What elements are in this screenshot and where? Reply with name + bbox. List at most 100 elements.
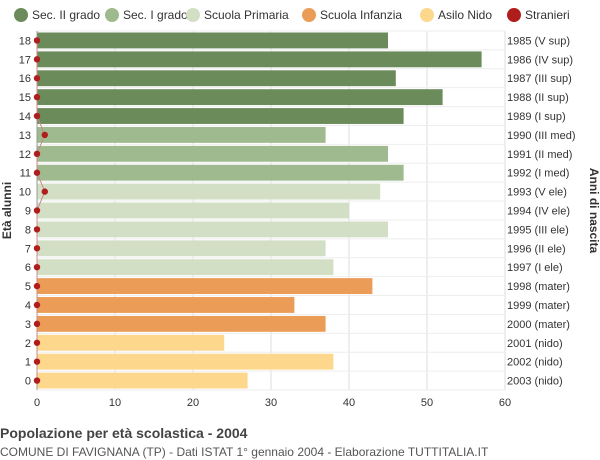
y-tick-label-birth: 2001 (nido) bbox=[507, 338, 563, 350]
y-tick-label-birth: 2000 (mater) bbox=[507, 319, 570, 331]
y-tick-label-birth: 1994 (IV ele) bbox=[507, 206, 570, 218]
y-axis-title-right: Anni di nascita bbox=[587, 168, 600, 254]
y-tick-label-age: 2 bbox=[25, 338, 31, 350]
y-tick-label-age: 1 bbox=[25, 357, 31, 369]
stranieri-point bbox=[33, 150, 41, 158]
y-tick-label-age: 18 bbox=[19, 35, 31, 47]
y-tick-label-birth: 1993 (V ele) bbox=[507, 187, 567, 199]
y-tick-label-birth: 1986 (IV sup) bbox=[507, 54, 573, 66]
legend-label: Sec. I grado bbox=[123, 8, 188, 22]
stranieri-point bbox=[33, 226, 41, 233]
y-tick-label-age: 14 bbox=[19, 111, 31, 123]
bar bbox=[37, 126, 326, 143]
stranieri-point bbox=[33, 75, 41, 82]
stranieri-point bbox=[41, 188, 48, 195]
y-tick-label-birth: 1996 (II ele) bbox=[507, 243, 566, 255]
bar bbox=[37, 240, 326, 257]
legend-marker bbox=[507, 8, 521, 22]
y-tick-label-age: 16 bbox=[19, 73, 31, 85]
y-tick-label-age: 8 bbox=[25, 224, 31, 236]
stranieri-point bbox=[33, 56, 41, 63]
bar bbox=[37, 297, 295, 313]
stranieri-point bbox=[33, 301, 41, 309]
legend-label: Stranieri bbox=[525, 8, 570, 22]
legend-label: Scuola Primaria bbox=[204, 8, 289, 22]
stranieri-point bbox=[33, 320, 41, 328]
y-tick-label-birth: 1999 (mater) bbox=[507, 300, 570, 312]
y-tick-label-age: 0 bbox=[25, 376, 31, 388]
x-tick-label: 10 bbox=[109, 397, 121, 409]
y-tick-label-birth: 2002 (nido) bbox=[507, 357, 563, 369]
bar bbox=[37, 353, 334, 370]
x-tick-label: 20 bbox=[187, 397, 199, 409]
bar bbox=[37, 89, 443, 106]
y-tick-label-birth: 1997 (I ele) bbox=[507, 262, 563, 274]
stranieri-point bbox=[41, 131, 48, 139]
bar bbox=[37, 334, 225, 351]
x-tick-label: 40 bbox=[343, 397, 355, 409]
legend-marker bbox=[420, 8, 434, 22]
x-tick-label: 50 bbox=[421, 397, 433, 409]
legend-label: Asilo Nido bbox=[438, 8, 492, 22]
x-tick-label: 60 bbox=[499, 397, 511, 409]
y-tick-label-birth: 1992 (I med) bbox=[507, 168, 569, 180]
bar bbox=[37, 221, 388, 238]
legend-marker bbox=[105, 8, 119, 22]
stranieri-point bbox=[33, 358, 41, 365]
y-tick-label-birth: 1991 (II med) bbox=[507, 149, 572, 161]
bar bbox=[37, 51, 482, 68]
legend-marker bbox=[186, 8, 200, 22]
bar bbox=[37, 145, 388, 162]
y-tick-label-birth: 1985 (V sup) bbox=[507, 35, 570, 47]
bar bbox=[37, 202, 349, 219]
bar bbox=[37, 108, 404, 124]
bar bbox=[37, 278, 373, 295]
chart-title: Popolazione per età scolastica - 2004 bbox=[0, 425, 248, 441]
y-tick-label-birth: 1987 (III sup) bbox=[507, 73, 572, 85]
stranieri-point bbox=[33, 112, 41, 120]
legend-label: Sec. II grado bbox=[32, 8, 100, 22]
bar bbox=[37, 315, 326, 332]
y-tick-label-birth: 1995 (III ele) bbox=[507, 224, 569, 236]
legend-label: Scuola Infanzia bbox=[320, 8, 402, 22]
y-tick-label-age: 15 bbox=[19, 92, 31, 104]
bar bbox=[37, 32, 388, 49]
y-tick-label-birth: 1998 (mater) bbox=[507, 281, 570, 293]
stranieri-point bbox=[33, 37, 41, 44]
chart-subtitle: COMUNE DI FAVIGNANA (TP) - Dati ISTAT 1°… bbox=[0, 445, 489, 459]
x-tick-label: 0 bbox=[34, 397, 40, 409]
y-tick-label-age: 13 bbox=[19, 130, 31, 142]
y-tick-label-age: 4 bbox=[25, 300, 31, 312]
stranieri-point bbox=[33, 282, 41, 290]
bar bbox=[37, 70, 396, 87]
y-tick-label-birth: 1989 (I sup) bbox=[507, 111, 566, 123]
stranieri-point bbox=[33, 93, 41, 101]
stranieri-point bbox=[33, 245, 41, 252]
stranieri-point bbox=[33, 169, 41, 176]
y-tick-label-age: 11 bbox=[20, 168, 31, 180]
stranieri-point bbox=[33, 339, 41, 346]
bar bbox=[37, 372, 248, 389]
y-tick-label-age: 10 bbox=[19, 187, 31, 199]
y-tick-label-birth: 1988 (II sup) bbox=[507, 92, 569, 104]
legend-marker bbox=[14, 8, 28, 22]
y-tick-label-age: 9 bbox=[25, 206, 31, 218]
stranieri-point bbox=[33, 377, 41, 384]
y-tick-label-birth: 2003 (nido) bbox=[507, 376, 563, 388]
y-tick-label-age: 12 bbox=[19, 149, 31, 161]
y-tick-label-age: 17 bbox=[19, 54, 31, 66]
x-tick-label: 30 bbox=[265, 397, 277, 409]
legend-marker bbox=[302, 8, 316, 22]
y-axis-title-left: Età alunni bbox=[0, 182, 14, 239]
stranieri-point bbox=[33, 263, 41, 271]
stranieri-point bbox=[33, 207, 41, 214]
bar bbox=[37, 183, 381, 200]
bar bbox=[37, 259, 334, 276]
y-tick-label-birth: 1990 (III med) bbox=[507, 130, 575, 142]
bar bbox=[37, 164, 404, 181]
y-tick-label-age: 3 bbox=[25, 319, 31, 331]
y-tick-label-age: 7 bbox=[25, 243, 31, 255]
y-tick-label-age: 6 bbox=[25, 262, 31, 274]
y-tick-label-age: 5 bbox=[25, 281, 31, 293]
